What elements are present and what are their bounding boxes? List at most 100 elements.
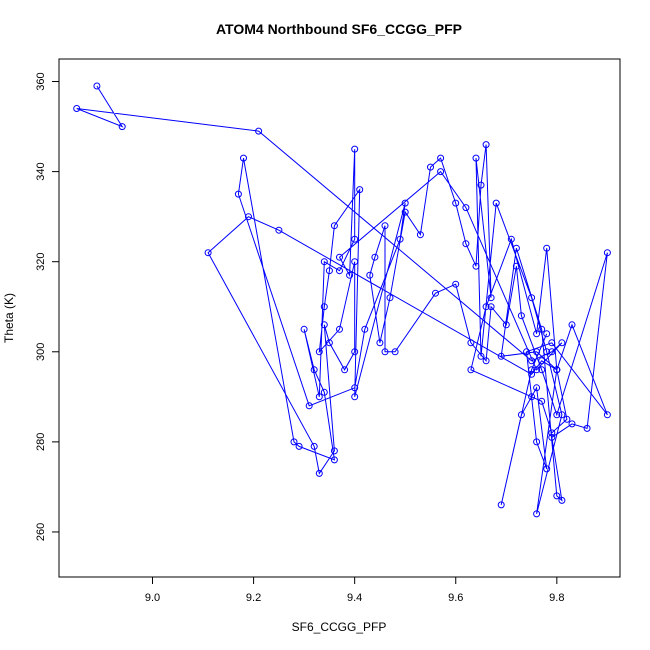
data-point bbox=[416, 231, 424, 239]
data-point bbox=[543, 244, 551, 252]
data-point bbox=[401, 208, 409, 216]
data-point bbox=[482, 141, 490, 149]
plot-frame bbox=[58, 58, 621, 578]
data-point bbox=[376, 339, 384, 347]
data-point bbox=[497, 352, 505, 360]
x-tick-label: 9.2 bbox=[246, 592, 261, 604]
data-point bbox=[548, 339, 556, 347]
data-point bbox=[452, 199, 460, 207]
chart-title: ATOM4 Northbound SF6_CCGG_PFP bbox=[216, 21, 462, 37]
data-point bbox=[528, 370, 536, 378]
data-point bbox=[351, 258, 359, 266]
data-point bbox=[538, 366, 546, 374]
data-point bbox=[315, 469, 323, 477]
data-point bbox=[533, 366, 541, 374]
data-point bbox=[240, 154, 247, 162]
data-point bbox=[517, 312, 525, 320]
series-line bbox=[76, 85, 608, 515]
data-point bbox=[93, 82, 101, 90]
data-point bbox=[234, 190, 242, 198]
data-point bbox=[386, 294, 394, 302]
data-point bbox=[204, 249, 212, 257]
data-point bbox=[336, 267, 343, 275]
data-point bbox=[492, 199, 500, 207]
data-point bbox=[497, 501, 505, 509]
data-point bbox=[583, 424, 591, 432]
data-point bbox=[295, 442, 303, 450]
data-point bbox=[528, 393, 536, 401]
data-point bbox=[255, 127, 263, 135]
data-point bbox=[381, 222, 389, 230]
y-tick-label: 300 bbox=[35, 343, 47, 361]
data-point bbox=[310, 442, 318, 450]
data-point bbox=[472, 154, 480, 162]
data-point bbox=[391, 348, 399, 356]
data-point bbox=[477, 181, 485, 189]
data-point bbox=[351, 384, 359, 392]
data-point bbox=[533, 510, 541, 518]
data-point bbox=[563, 415, 571, 423]
data-point bbox=[482, 357, 490, 365]
data-point bbox=[290, 438, 298, 446]
data-point bbox=[533, 384, 541, 392]
x-axis: 9.0 9.2 9.4 9.6 9.8 bbox=[145, 577, 564, 604]
data-point bbox=[538, 357, 546, 365]
data-point bbox=[538, 397, 546, 405]
data-point bbox=[462, 240, 470, 248]
data-point bbox=[472, 262, 480, 270]
data-point bbox=[533, 348, 541, 356]
data-point bbox=[330, 456, 338, 464]
data-point bbox=[543, 465, 551, 473]
x-tick-label: 9.8 bbox=[549, 592, 564, 604]
data-point bbox=[310, 366, 318, 374]
data-point bbox=[330, 222, 338, 230]
data-point bbox=[553, 366, 561, 374]
data-point bbox=[507, 235, 515, 243]
data-point bbox=[462, 204, 470, 212]
data-point bbox=[437, 168, 445, 176]
data-point bbox=[543, 330, 551, 338]
data-point bbox=[517, 411, 525, 419]
y-tick-label: 360 bbox=[35, 72, 47, 90]
data-point bbox=[568, 420, 576, 428]
data-point bbox=[381, 348, 389, 356]
data-point bbox=[351, 393, 359, 401]
data-point bbox=[467, 339, 475, 347]
data-point bbox=[558, 339, 566, 347]
data-point bbox=[512, 262, 520, 270]
data-point bbox=[320, 321, 328, 329]
y-axis: 260 280 300 320 340 360 bbox=[35, 72, 59, 541]
data-point bbox=[523, 348, 530, 356]
data-point bbox=[553, 492, 561, 500]
data-point bbox=[568, 321, 576, 329]
data-point bbox=[558, 411, 566, 419]
y-tick-label: 260 bbox=[35, 523, 47, 541]
data-point bbox=[477, 352, 485, 360]
data-point bbox=[351, 235, 359, 243]
data-point bbox=[538, 325, 546, 333]
data-point bbox=[437, 154, 445, 162]
data-point bbox=[487, 294, 495, 302]
data-point bbox=[371, 253, 379, 261]
data-point bbox=[351, 145, 359, 153]
data-point bbox=[603, 411, 611, 419]
data-point bbox=[482, 303, 490, 311]
data-point bbox=[401, 199, 409, 207]
data-point bbox=[528, 294, 536, 302]
data-point bbox=[73, 105, 81, 112]
data-point bbox=[548, 433, 556, 441]
data-point bbox=[245, 213, 252, 221]
data-point bbox=[452, 280, 460, 288]
data-point bbox=[487, 303, 495, 311]
x-tick-label: 9.6 bbox=[448, 592, 463, 604]
data-point bbox=[320, 258, 328, 266]
data-point bbox=[346, 271, 354, 279]
data-point bbox=[502, 321, 510, 329]
data-point bbox=[341, 366, 349, 374]
data-point bbox=[351, 348, 359, 356]
data-point bbox=[325, 267, 333, 275]
y-tick-label: 280 bbox=[35, 433, 47, 451]
data-point bbox=[315, 393, 323, 401]
y-tick-label: 320 bbox=[35, 253, 47, 271]
